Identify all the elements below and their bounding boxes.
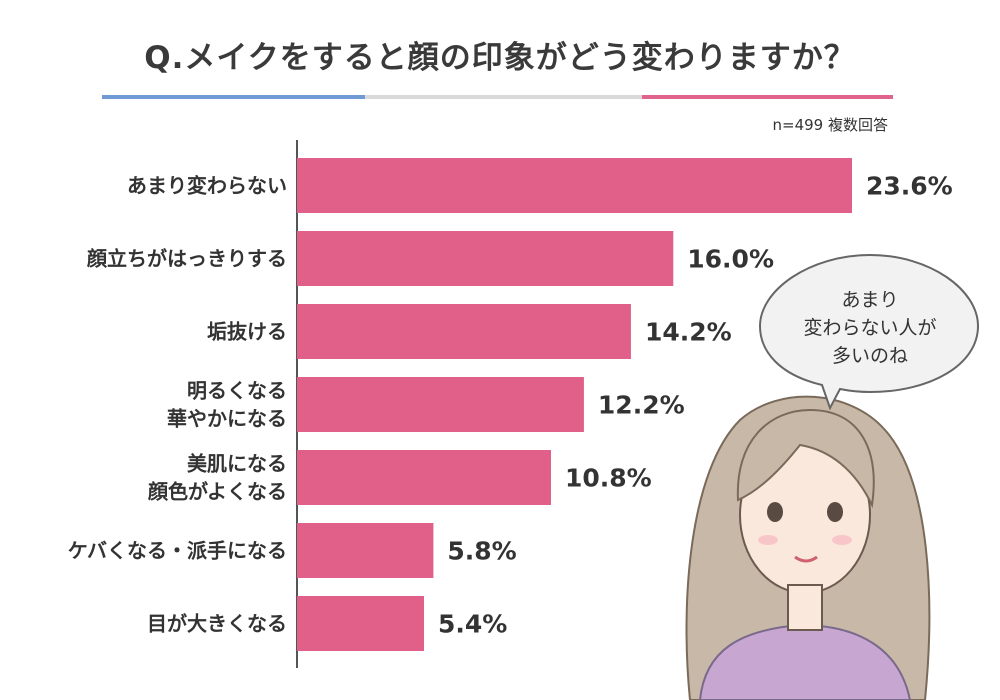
category-label: ケバくなる・派手になる <box>68 539 287 563</box>
category-label: 明るくなる <box>187 379 287 403</box>
bar <box>297 304 631 359</box>
category-label: 顔立ちがはっきりする <box>86 247 287 271</box>
category-label: 目が大きくなる <box>147 612 287 636</box>
speech-bubble <box>758 253 980 411</box>
speech-bubble-text: あまり 変わらない人が 多いのね <box>760 286 980 370</box>
speech-bubble-line: あまり <box>841 289 899 311</box>
speech-bubble-line: 変わらない人が <box>803 317 937 339</box>
bar <box>297 450 551 505</box>
category-label: あまり変わらない <box>127 174 287 198</box>
bar <box>297 596 424 651</box>
bar-value-label: 14.2% <box>645 318 732 347</box>
bar <box>297 523 434 578</box>
bar-value-label: 12.2% <box>598 391 685 420</box>
speech-bubble-line: 多いのね <box>831 345 908 367</box>
chart-title: Q.メイクをすると顔の印象がどう変わりますか？ <box>144 40 856 76</box>
bar-value-label: 16.0% <box>687 245 774 274</box>
bar <box>297 158 852 213</box>
woman-illustration <box>685 395 931 700</box>
bar-value-label: 5.4% <box>438 610 507 639</box>
bar-value-label: 23.6% <box>866 172 953 201</box>
category-label: 華やかになる <box>167 407 287 431</box>
bar <box>297 377 584 432</box>
bar-value-label: 5.8% <box>447 537 516 566</box>
category-label: 顔色がよくなる <box>147 480 287 504</box>
sample-size-note: n=499 複数回答 <box>772 116 888 134</box>
category-label: 垢抜ける <box>207 320 287 344</box>
category-label: 美肌になる <box>187 452 287 476</box>
title-underline-blue <box>102 95 365 99</box>
bar <box>297 231 674 286</box>
title-underline-gray <box>365 95 642 99</box>
title-underline-pink <box>642 95 893 99</box>
bar-value-label: 10.8% <box>565 464 652 493</box>
